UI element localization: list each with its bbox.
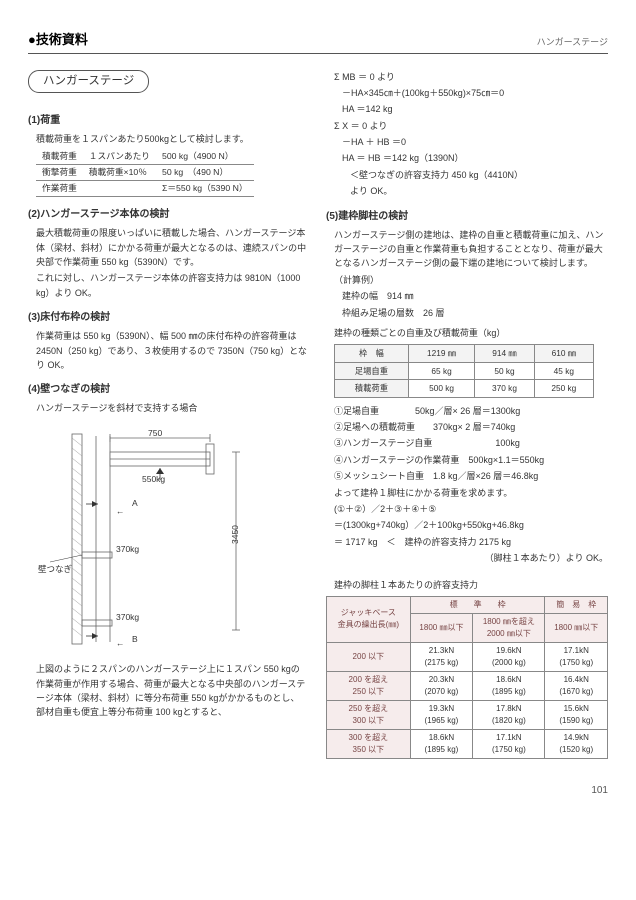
section-title-pill: ハンガーステージ bbox=[28, 70, 149, 93]
page-header: ●技術資料 ハンガーステージ bbox=[28, 30, 608, 54]
table-row: 枠 幅 1219 ㎜ 914 ㎜ 610 ㎜ bbox=[335, 345, 594, 362]
l1: ①足場自重 50kg／層× 26 層＝1300kg bbox=[334, 404, 608, 418]
sect5-calc_head: （計算例） bbox=[334, 273, 608, 287]
sect2-head: (2)ハンガーステージ本体の検討 bbox=[28, 207, 308, 222]
eq7: ＜壁つなぎの許容支持力 450 kg（4410N） bbox=[350, 168, 608, 182]
lbl-A: A bbox=[132, 498, 138, 508]
l2: ②足場への積載荷重 370kg× 2 層＝740kg bbox=[334, 420, 608, 434]
table-row: 200 以下 21.3kN (2175 kg) 19.6kN (2000 kg)… bbox=[327, 642, 608, 671]
table-row: 積載荷重 500 kg 370 kg 250 kg bbox=[335, 380, 594, 397]
dim-550kg: 550kg bbox=[142, 474, 165, 484]
l8: ＝(1300kg+740kg）／2＋100kg+550kg+46.8kg bbox=[334, 518, 608, 532]
lbl-B: B bbox=[132, 634, 138, 644]
load-row: 衝撃荷重積載荷重×10％50 kg （490 N） bbox=[36, 165, 254, 181]
table-row: 足場自重 65 kg 50 kg 45 kg bbox=[335, 362, 594, 379]
table-row: 250 を超え 300 以下 19.3kN (1965 kg) 17.8kN (… bbox=[327, 700, 608, 729]
sect4-head: (4)壁つなぎの検討 bbox=[28, 382, 308, 397]
page-number: 101 bbox=[28, 783, 608, 798]
load-row: 積載荷重１スパンあたり500 kg（4900 N） bbox=[36, 149, 254, 165]
sect5-calc1: 建枠の幅 914 ㎜ bbox=[342, 289, 608, 303]
lbl-B-arrow: ← bbox=[116, 638, 125, 648]
right-column: Σ MB ＝ 0 より －HA×345㎝＋(100kg＋550kg)×75㎝＝0… bbox=[326, 70, 608, 765]
sect5-calc2: 枠組み足場の層数 26 層 bbox=[342, 306, 608, 320]
eq3: HA ＝142 kg bbox=[342, 102, 608, 116]
eq4: Σ X ＝ 0 より bbox=[334, 119, 608, 133]
table-row: 300 を超え 350 以下 18.6kN (1895 kg) 17.1kN (… bbox=[327, 729, 608, 758]
spec-table-caption: 建枠の種類ごとの自重及び積載荷重（kg） bbox=[334, 326, 608, 340]
eq1: Σ MB ＝ 0 より bbox=[334, 70, 608, 84]
lbl-kabe: 壁つなぎ bbox=[38, 564, 73, 574]
l10: （脚柱１本あたり）より OK。 bbox=[334, 551, 608, 565]
sect2-p2: これに対し、ハンガーステージ本体の許容支持力は 9810N（1000 kg）より… bbox=[36, 271, 308, 300]
sect1-p1: 積載荷重を１スパンあたり500kgとして検討します。 bbox=[36, 132, 308, 146]
eq6: HA ＝ HB ＝142 kg（1390N） bbox=[342, 151, 608, 165]
dim-750: 750 bbox=[148, 428, 162, 438]
header-title: ●技術資料 bbox=[28, 30, 88, 50]
l3: ③ハンガーステージ自重 100kg bbox=[334, 436, 608, 450]
sect5-head: (5)建枠脚柱の検討 bbox=[326, 209, 608, 224]
legcap-caption: 建枠の脚柱１本あたりの許容支持力 bbox=[334, 578, 608, 592]
eq5: －HA ＋ HB ＝0 bbox=[342, 135, 608, 149]
l7: (①＋②）／2＋③＋④＋⑤ bbox=[334, 502, 608, 516]
left-column: ハンガーステージ (1)荷重 積載荷重を１スパンあたり500kgとして検討します… bbox=[28, 70, 308, 765]
dim-3450: 3450 bbox=[230, 525, 240, 544]
lbl-A-arrow: ← bbox=[116, 506, 125, 516]
l6: よって建枠１脚柱にかかる荷重を求めます。 bbox=[334, 486, 608, 500]
sect3-p1: 作業荷重は 550 kg（5390N）、幅 500 ㎜の床付布枠の許容荷重は 2… bbox=[36, 329, 308, 372]
hanger-diagram: 750 550kg 3450 ← A 370kg 370kg 壁つなぎ B ← bbox=[36, 424, 276, 652]
sect4-p1: ハンガーステージを斜材で支持する場合 bbox=[36, 401, 308, 415]
sect1-head: (1)荷重 bbox=[28, 113, 308, 128]
frame-spec-table: 枠 幅 1219 ㎜ 914 ㎜ 610 ㎜ 足場自重 65 kg 50 kg … bbox=[334, 344, 594, 397]
table-row: 200 を超え 250 以下 20.3kN (2070 kg) 18.6kN (… bbox=[327, 671, 608, 700]
sect2-p1: 最大積載荷重の限度いっぱいに積載した場合、ハンガーステージ本体（梁材、斜材）にか… bbox=[36, 226, 308, 269]
sect4-p2: 上図のように２スパンのハンガーステージ上に１スパン 550 kgの作業荷重が作用… bbox=[36, 662, 308, 720]
content-columns: ハンガーステージ (1)荷重 積載荷重を１スパンあたり500kgとして検討します… bbox=[28, 70, 608, 765]
th-jackbase: ジャッキベース 金具の繰出長(㎜) bbox=[327, 596, 411, 642]
load-table: 積載荷重１スパンあたり500 kg（4900 N） 衝撃荷重積載荷重×10％50… bbox=[36, 149, 254, 197]
dim-370a: 370kg bbox=[116, 544, 139, 554]
load-row: 作業荷重Σ＝550 kg（5390 N） bbox=[36, 181, 254, 197]
table-row: ジャッキベース 金具の繰出長(㎜) 標 準 枠 簡 易 枠 bbox=[327, 596, 608, 613]
l9: ＝ 1717 kg ＜ 建枠の許容支持力 2175 kg bbox=[334, 535, 608, 549]
l5: ⑤メッシュシート自重 1.8 kg／層×26 層＝46.8kg bbox=[334, 469, 608, 483]
sect5-p1: ハンガーステージ側の建地は、建枠の自重と積載荷重に加え、ハンガーステージの自重と… bbox=[334, 228, 608, 271]
eq8: より OK。 bbox=[350, 184, 608, 198]
header-subtitle: ハンガーステージ bbox=[537, 36, 608, 50]
leg-capacity-table: ジャッキベース 金具の繰出長(㎜) 標 準 枠 簡 易 枠 1800 ㎜以下 1… bbox=[326, 596, 608, 759]
eq2: －HA×345㎝＋(100kg＋550kg)×75㎝＝0 bbox=[342, 86, 608, 100]
l4: ④ハンガーステージの作業荷重 500kg×1.1＝550kg bbox=[334, 453, 608, 467]
dim-370b: 370kg bbox=[116, 612, 139, 622]
sect3-head: (3)床付布枠の検討 bbox=[28, 310, 308, 325]
